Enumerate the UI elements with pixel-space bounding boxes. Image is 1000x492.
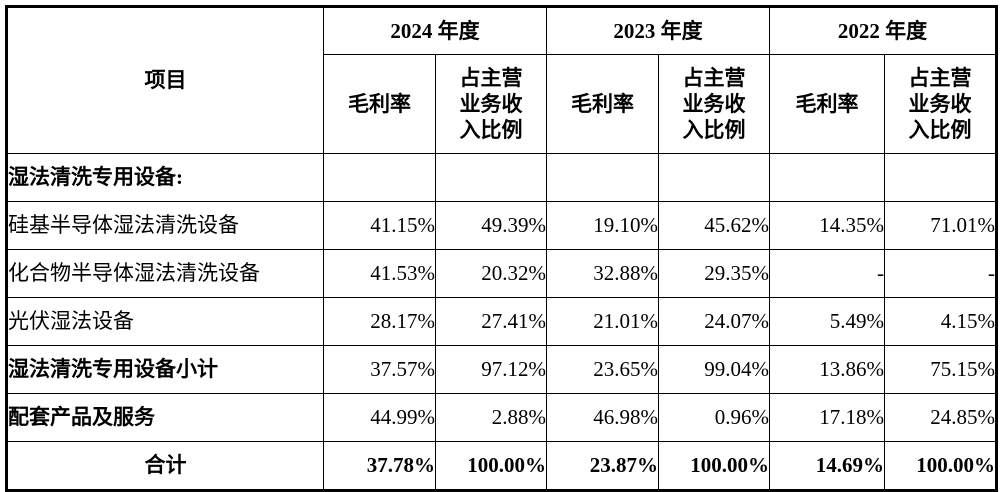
value-cell: 23.65% (546, 345, 659, 394)
value-cell: 32.88% (546, 249, 659, 298)
value-cell: 49.39% (435, 201, 547, 250)
value-cell: 19.10% (546, 201, 659, 250)
table-row-photovoltaic: 光伏湿法设备 28.17% 27.41% 21.01% 24.07% 5.49%… (6, 297, 997, 346)
row-label: 湿法清洗专用设备小计 (6, 345, 324, 394)
year-header-row: 项目 2024 年度 2023 年度 2022 年度 (6, 6, 997, 154)
value-cell: 75.15% (884, 345, 997, 394)
year-header-2023: 2023 年度 (546, 6, 770, 55)
value-cell: 45.62% (658, 201, 770, 250)
value-cell: 14.35% (769, 201, 885, 250)
value-cell: 46.98% (546, 393, 659, 442)
gross-margin-header-2024: 毛利率 (323, 54, 436, 154)
value-cell: - (769, 249, 885, 298)
value-cell: 2.88% (435, 393, 547, 442)
value-cell: 24.85% (884, 393, 997, 442)
value-cell (546, 153, 659, 202)
table-row-total: 合计 37.78% 100.00% 23.87% 100.00% 14.69% … (6, 441, 997, 491)
revenue-share-header-2023: 占主营 业务收 入比例 (658, 54, 770, 154)
value-cell: 23.87% (546, 441, 659, 491)
value-cell: 27.41% (435, 297, 547, 346)
value-cell: 100.00% (658, 441, 770, 491)
value-cell (884, 153, 997, 202)
value-cell: 24.07% (658, 297, 770, 346)
value-cell: 71.01% (884, 201, 997, 250)
value-cell (658, 153, 770, 202)
value-cell: 41.53% (323, 249, 436, 298)
value-cell: 28.17% (323, 297, 436, 346)
gross-margin-table: 项目 2024 年度 2023 年度 2022 年度 毛利率 占主营 业务收 入… (5, 5, 998, 492)
value-cell: - (884, 249, 997, 298)
value-cell: 100.00% (435, 441, 547, 491)
year-header-2024: 2024 年度 (323, 6, 547, 55)
revenue-share-header-2024: 占主营 业务收 入比例 (435, 54, 547, 154)
value-cell: 100.00% (884, 441, 997, 491)
year-header-2022: 2022 年度 (769, 6, 997, 55)
value-cell: 5.49% (769, 297, 885, 346)
value-cell (323, 153, 436, 202)
row-label: 化合物半导体湿法清洗设备 (6, 249, 324, 298)
value-cell: 44.99% (323, 393, 436, 442)
value-cell: 17.18% (769, 393, 885, 442)
row-label: 湿法清洗专用设备: (6, 153, 324, 202)
row-label: 硅基半导体湿法清洗设备 (6, 201, 324, 250)
value-cell: 21.01% (546, 297, 659, 346)
row-label: 合计 (6, 441, 324, 491)
value-cell: 37.78% (323, 441, 436, 491)
table-row-silicon: 硅基半导体湿法清洗设备 41.15% 49.39% 19.10% 45.62% … (6, 201, 997, 250)
value-cell: 37.57% (323, 345, 436, 394)
value-cell: 4.15% (884, 297, 997, 346)
gross-margin-header-2022: 毛利率 (769, 54, 885, 154)
value-cell: 13.86% (769, 345, 885, 394)
value-cell (769, 153, 885, 202)
item-header: 项目 (6, 6, 324, 154)
table-row-subtotal: 湿法清洗专用设备小计 37.57% 97.12% 23.65% 99.04% 1… (6, 345, 997, 394)
table-row-compound: 化合物半导体湿法清洗设备 41.53% 20.32% 32.88% 29.35%… (6, 249, 997, 298)
value-cell: 0.96% (658, 393, 770, 442)
sub-header-row: 毛利率 占主营 业务收 入比例 毛利率 占主营 业务收 入比例 毛利率 占主营 … (7, 54, 997, 154)
revenue-share-header-2022: 占主营 业务收 入比例 (884, 54, 997, 154)
value-cell: 41.15% (323, 201, 436, 250)
table-row-section-header: 湿法清洗专用设备: (6, 153, 997, 202)
value-cell: 20.32% (435, 249, 547, 298)
value-cell (435, 153, 547, 202)
value-cell: 97.12% (435, 345, 547, 394)
row-label: 配套产品及服务 (6, 393, 324, 442)
table-row-supporting: 配套产品及服务 44.99% 2.88% 46.98% 0.96% 17.18%… (6, 393, 997, 442)
row-label: 光伏湿法设备 (6, 297, 324, 346)
value-cell: 99.04% (658, 345, 770, 394)
value-cell: 29.35% (658, 249, 770, 298)
value-cell: 14.69% (769, 441, 885, 491)
gross-margin-header-2023: 毛利率 (546, 54, 659, 154)
